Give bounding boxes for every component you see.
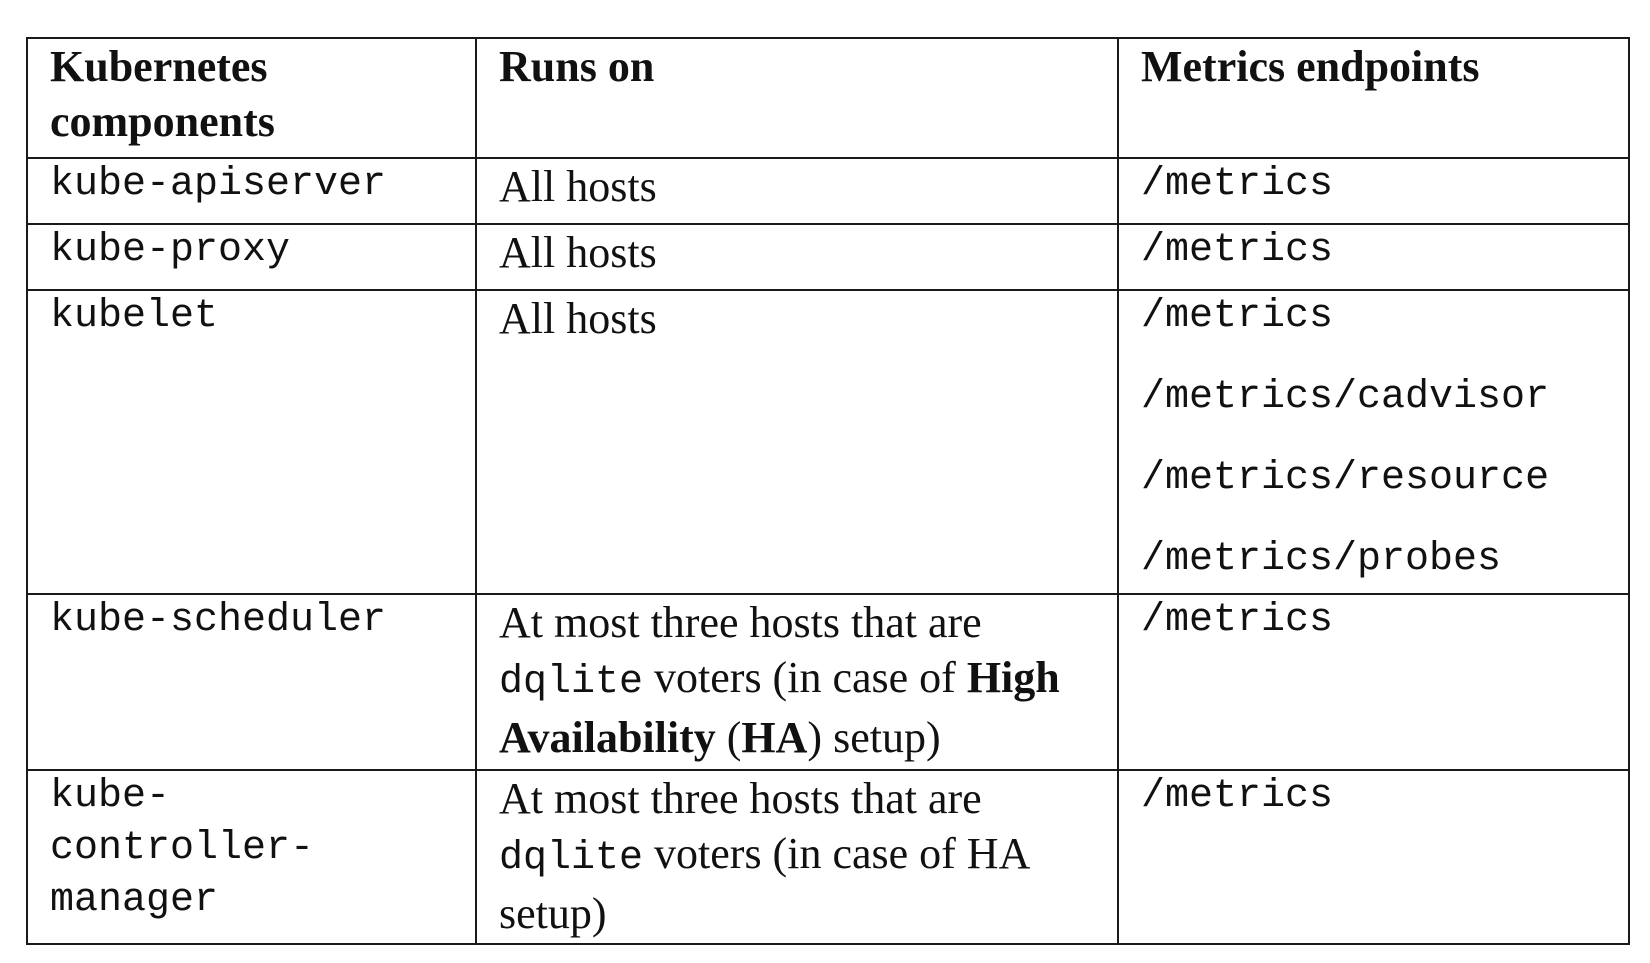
runs-on-cell: All hosts — [475, 289, 1119, 595]
runs-on-cell: All hosts — [475, 157, 1119, 225]
runs-on-text: ( — [715, 713, 742, 762]
endpoints-cell: /metrics — [1117, 223, 1630, 291]
runs-on-text: voters (in case of — [643, 653, 967, 702]
table-row: kube-controller-manager At most three ho… — [26, 769, 1630, 945]
component-name-line: controller- — [50, 826, 315, 871]
kubernetes-metrics-table: Kubernetes components Runs on Metrics en… — [26, 37, 1630, 945]
dqlite-code: dqlite — [499, 836, 644, 881]
header-runs-on: Runs on — [475, 37, 1119, 159]
endpoint-path: /metrics — [1141, 162, 1334, 207]
component-cell: kubelet — [26, 289, 477, 595]
component-cell: kube-controller-manager — [26, 769, 477, 945]
endpoints-cell: /metrics — [1117, 157, 1630, 225]
endpoint-path: /metrics — [1141, 774, 1334, 819]
component-name-line: kube- — [50, 774, 171, 819]
endpoint-path: /metrics/cadvisor — [1141, 375, 1550, 420]
table-row: kube-apiserver All hosts /metrics — [26, 157, 1630, 225]
runs-on-text: At most three hosts that are — [499, 598, 982, 647]
header-kubernetes-components: Kubernetes components — [26, 37, 477, 159]
runs-on-cell: At most three hosts that are dqlite vote… — [475, 593, 1119, 771]
endpoint-path: /metrics/resource — [1141, 456, 1550, 501]
component-cell: kube-scheduler — [26, 593, 477, 771]
dqlite-code: dqlite — [499, 660, 644, 705]
endpoint-path: /metrics — [1141, 228, 1334, 273]
endpoints-cell: /metrics — [1117, 769, 1630, 945]
runs-on-cell: At most three hosts that are dqlite vote… — [475, 769, 1119, 945]
endpoint-path: /metrics — [1141, 294, 1334, 339]
table-header-row: Kubernetes components Runs on Metrics en… — [26, 37, 1630, 159]
table-row: kube-scheduler At most three hosts that … — [26, 593, 1630, 771]
runs-on-text: At most three hosts that are — [499, 774, 982, 823]
document-page: Kubernetes components Runs on Metrics en… — [26, 37, 1630, 945]
endpoint-path: /metrics/probes — [1141, 537, 1502, 582]
header-metrics-endpoints: Metrics endpoints — [1117, 37, 1630, 159]
table-row: kubelet All hosts /metrics /metrics/cadv… — [26, 289, 1630, 595]
runs-on-text: voters (in case of HA setup) — [499, 829, 1028, 938]
endpoint-path: /metrics — [1141, 598, 1334, 643]
ha-abbreviation: HA — [741, 713, 808, 762]
endpoints-cell: /metrics — [1117, 593, 1630, 771]
high-availability-term: High Availability — [499, 653, 1060, 762]
runs-on-text: ) setup) — [807, 713, 941, 762]
component-cell: kube-apiserver — [26, 157, 477, 225]
endpoints-cell: /metrics /metrics/cadvisor /metrics/reso… — [1117, 289, 1630, 595]
table-row: kube-proxy All hosts /metrics — [26, 223, 1630, 291]
component-name-line: manager — [50, 878, 219, 923]
runs-on-cell: All hosts — [475, 223, 1119, 291]
component-cell: kube-proxy — [26, 223, 477, 291]
